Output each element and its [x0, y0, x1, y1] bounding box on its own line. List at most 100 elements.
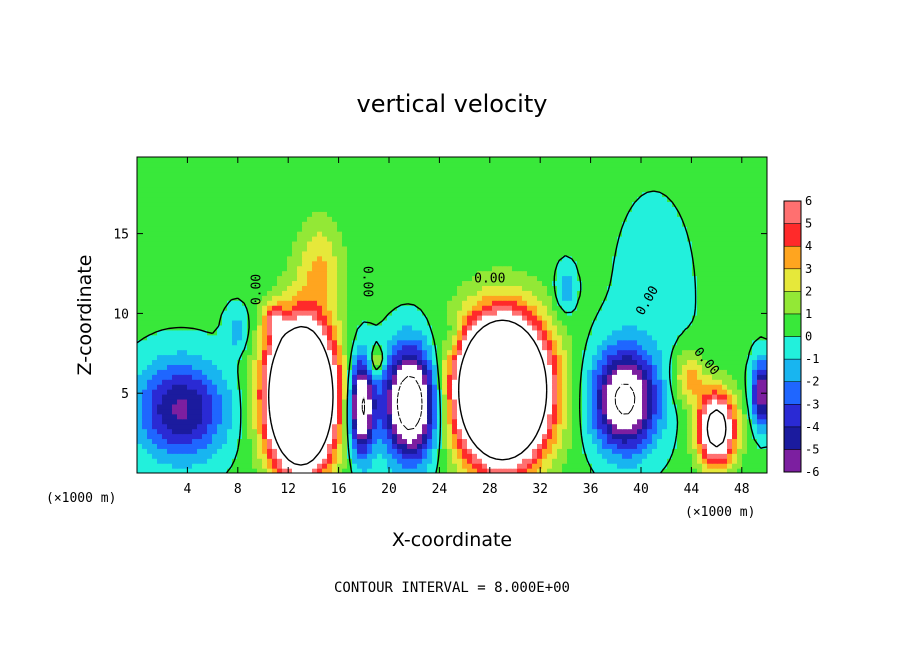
heat-cell — [662, 334, 668, 341]
heat-cell — [532, 285, 538, 291]
heat-cell — [597, 408, 603, 415]
heat-cell — [652, 324, 658, 331]
heat-cell — [712, 349, 718, 356]
heat-cell — [727, 468, 733, 473]
heat-cell — [202, 275, 208, 282]
heat-cell — [597, 389, 603, 395]
heat-cell — [432, 310, 438, 316]
heat-cell — [517, 344, 523, 351]
heat-cell — [252, 329, 258, 336]
heat-cell — [377, 324, 383, 331]
heat-cell — [637, 458, 643, 464]
heat-cell — [292, 290, 298, 296]
heat-cell — [367, 379, 373, 385]
heat-cell — [657, 379, 663, 385]
heat-cell — [527, 344, 533, 351]
heat-cell — [142, 418, 148, 425]
heat-cell — [397, 339, 403, 346]
heat-cell — [192, 374, 198, 380]
heat-cell — [447, 418, 453, 425]
heat-cell — [622, 379, 628, 385]
heat-cell — [632, 374, 638, 380]
heat-cell — [387, 354, 393, 361]
heat-cell — [567, 408, 573, 415]
heat-cell — [182, 413, 188, 420]
heat-cell — [537, 280, 543, 286]
heat-cell — [407, 334, 413, 341]
heat-cell — [512, 295, 518, 301]
heat-cell — [277, 384, 283, 390]
heat-cell — [162, 398, 168, 405]
heat-cell — [387, 379, 393, 385]
heat-cell — [197, 468, 203, 473]
heat-cell — [622, 423, 628, 430]
heat-cell — [382, 468, 388, 473]
heat-cell — [462, 403, 468, 410]
heat-cell — [362, 418, 368, 425]
heat-cell — [572, 300, 578, 306]
heat-cell — [747, 443, 753, 449]
heat-cell — [447, 339, 453, 346]
heat-cell — [392, 275, 398, 282]
heat-cell — [202, 413, 208, 420]
heat-cell — [557, 344, 563, 351]
heat-cell — [257, 285, 263, 291]
heat-cell — [532, 418, 538, 425]
heat-cell — [332, 438, 338, 444]
heat-cell — [517, 280, 523, 286]
heat-cell — [662, 359, 668, 365]
heat-cell — [292, 329, 298, 336]
heat-cell — [422, 334, 428, 341]
heat-cell — [242, 280, 248, 286]
heat-cell — [752, 389, 758, 395]
heat-cell — [417, 463, 423, 469]
heat-cell — [462, 334, 468, 341]
heat-cell — [397, 403, 403, 410]
heat-cell — [457, 329, 463, 336]
heat-cell — [587, 315, 593, 321]
heat-cell — [237, 344, 243, 351]
heat-cell — [587, 413, 593, 420]
heat-cell — [322, 453, 328, 459]
heat-cell — [492, 398, 498, 405]
heat-cell — [327, 319, 333, 326]
heat-cell — [362, 364, 368, 370]
heat-cell — [627, 389, 633, 395]
heat-cell — [317, 433, 323, 440]
heat-cell — [622, 285, 628, 291]
heat-cell — [482, 275, 488, 282]
heat-cell — [427, 280, 433, 286]
heat-cell — [507, 394, 513, 400]
heat-cell — [277, 438, 283, 444]
heat-cell — [762, 359, 767, 365]
heat-cell — [222, 438, 228, 444]
heat-cell — [662, 389, 668, 395]
heat-cell — [247, 438, 253, 444]
heat-cell — [632, 423, 638, 430]
heat-cell — [172, 443, 178, 449]
heat-cell — [292, 468, 298, 473]
heat-cell — [397, 354, 403, 361]
heat-cell — [197, 334, 203, 341]
heat-cell — [572, 438, 578, 444]
heat-cell — [377, 315, 383, 321]
heat-cell — [172, 315, 178, 321]
heat-cell — [417, 315, 423, 321]
heat-cell — [387, 458, 393, 464]
heat-cell — [452, 329, 458, 336]
heat-cell — [277, 408, 283, 415]
heat-cell — [147, 290, 153, 296]
heat-cell — [662, 295, 668, 301]
heat-cell — [202, 305, 208, 311]
heat-cell — [252, 389, 258, 395]
heat-cell — [597, 448, 603, 454]
heat-cell — [307, 468, 313, 473]
heat-cell — [572, 329, 578, 336]
heat-cell — [492, 275, 498, 282]
heat-cell — [627, 364, 633, 370]
heat-cell — [472, 453, 478, 459]
heat-cell — [582, 300, 588, 306]
heat-cell — [632, 438, 638, 444]
heat-cell — [172, 319, 178, 326]
heat-cell — [542, 433, 548, 440]
